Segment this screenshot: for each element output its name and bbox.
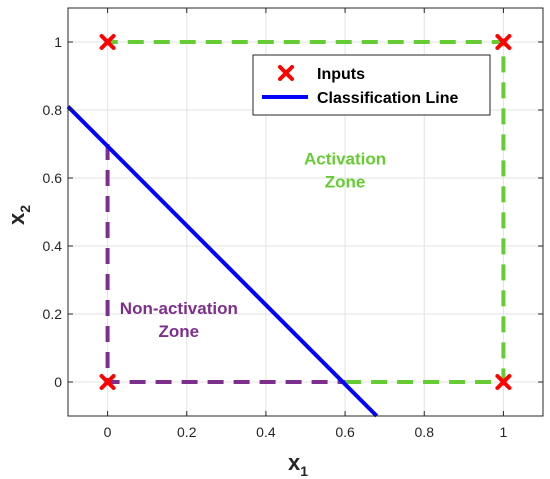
y-tick-label-5: 1 — [54, 34, 62, 50]
input-marker-2-stroke-b — [495, 374, 512, 390]
zone-labels: Activation Zone Non-activation Zone — [120, 149, 386, 341]
x-tick-label-4: 0.8 — [415, 424, 435, 440]
input-marker-0-stroke-b — [99, 374, 116, 390]
y-axis-label: x2 — [4, 205, 33, 225]
x-axis-label: x1 — [288, 450, 308, 479]
series-layer — [66, 34, 512, 418]
input-marker-2 — [495, 374, 512, 390]
x-tick-label-1: 0.2 — [177, 424, 197, 440]
x-tick-label-3: 0.6 — [335, 424, 355, 440]
x-tick-label-0: 0 — [104, 424, 112, 440]
zone-label-1-line-0: Non-activation — [120, 299, 238, 318]
y-tick-label-4: 0.8 — [43, 102, 63, 118]
input-marker-1-stroke-b — [99, 34, 116, 50]
zone-label-0-line-1: Zone — [325, 172, 366, 191]
input-marker-1 — [99, 34, 116, 50]
y-tick-label-1: 0.2 — [43, 306, 63, 322]
zone-label-1-line-1: Zone — [159, 322, 200, 341]
input-marker-3-stroke-b — [495, 34, 512, 50]
y-tick-label-2: 0.4 — [43, 238, 63, 254]
input-marker-0 — [99, 374, 116, 390]
legend-label-classification-line: Classification Line — [317, 90, 458, 107]
legend-marker-inputs — [278, 65, 294, 81]
legend-box — [252, 54, 491, 116]
y-tick-label-0: 0 — [54, 374, 62, 390]
ticks: 0 0.2 0.4 0.6 0.8 1 0 0.2 0.4 0.6 0.8 1 — [43, 8, 543, 440]
legend: Inputs Classification Line — [252, 54, 491, 116]
legend-label-inputs: Inputs — [317, 66, 365, 83]
zone-boundary-0 — [107, 40, 506, 384]
legend-entry-inputs: Inputs — [278, 65, 365, 83]
input-marker-3 — [495, 34, 512, 50]
legend-entry-classification-line: Classification Line — [262, 90, 458, 107]
x-tick-label-5: 1 — [500, 424, 508, 440]
classification-line — [66, 105, 379, 418]
zone-label-0-line-0: Activation — [304, 149, 386, 168]
axes-box — [67, 7, 544, 417]
x-tick-label-2: 0.4 — [256, 424, 276, 440]
y-tick-label-3: 0.6 — [43, 170, 63, 186]
